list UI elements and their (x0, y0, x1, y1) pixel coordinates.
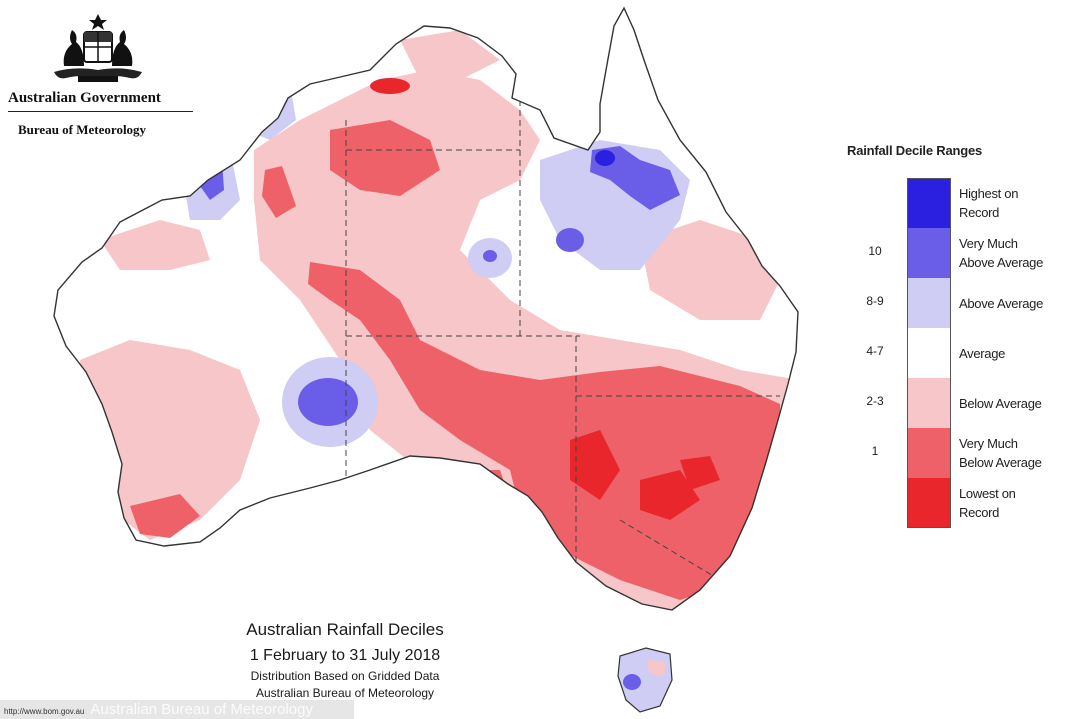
legend-item-lowest: Lowest on Record (845, 478, 1075, 528)
agency-header: Australian Government Bureau of Meteorol… (0, 0, 200, 150)
map-caption: Australian Rainfall Deciles 1 February t… (200, 618, 490, 702)
legend-code: 2-3 (866, 394, 884, 408)
legend-swatch (907, 428, 951, 478)
legend-swatch (907, 228, 951, 278)
legend-swatch (907, 478, 951, 528)
government-title: Australian Government (8, 90, 193, 112)
map-date-range: 1 February to 31 July 2018 (249, 647, 441, 664)
legend-code: 8-9 (866, 294, 884, 308)
state-borders (345, 60, 780, 581)
map-note-distribution: Distribution Based on Gridded Data (250, 669, 440, 683)
legend-label: Very Much Above Average (959, 236, 1044, 270)
legend-swatch (907, 178, 951, 228)
legend-swatch (907, 278, 951, 328)
legend-label: Above Average (959, 296, 1044, 311)
legend-label: Below Average (959, 396, 1042, 411)
legend: Rainfall Decile Ranges Highest on Record … (845, 143, 1075, 543)
legend-label: Lowest on Record (959, 486, 1016, 520)
watermark-url: http://www.bom.gov.au (4, 707, 85, 716)
bureau-title: Bureau of Meteorology (18, 122, 147, 137)
watermark-strip: http://www.bom.gov.au Australian Bureau o… (0, 700, 354, 719)
legend-swatch (907, 328, 951, 378)
legend-label: Very Much Below Average (959, 436, 1042, 470)
map-title: Australian Rainfall Deciles (246, 620, 444, 639)
legend-title: Rainfall Decile Ranges (847, 143, 983, 158)
lowest-on-record-region (370, 78, 720, 520)
legend-label: Highest on Record (959, 186, 1019, 220)
legend-swatch (907, 378, 951, 428)
legend-code: 1 (871, 444, 879, 458)
legend-code: 10 (868, 244, 882, 258)
rainfall-decile-map (53, 7, 799, 713)
legend-item-above-average: 8-9 Above Average (845, 278, 1075, 328)
legend-item-very-much-below: 1 Very Much Below Average (845, 428, 1075, 478)
tasmania (617, 647, 673, 713)
legend-item-below-average: 2-3 Below Average (845, 378, 1075, 428)
watermark-text: Australian Bureau of Meteorology (90, 701, 313, 718)
legend-item-very-much-above: 10 Very Much Above Average (845, 228, 1075, 278)
highest-on-record-region (595, 150, 615, 166)
legend-item-average: 4-7 Average (845, 328, 1075, 378)
legend-label: Average (959, 346, 1006, 361)
map-note-source: Australian Bureau of Meteorology (255, 686, 435, 700)
legend-item-highest: Highest on Record (845, 178, 1075, 228)
coat-of-arms-icon (54, 14, 142, 82)
legend-code: 4-7 (866, 344, 884, 358)
